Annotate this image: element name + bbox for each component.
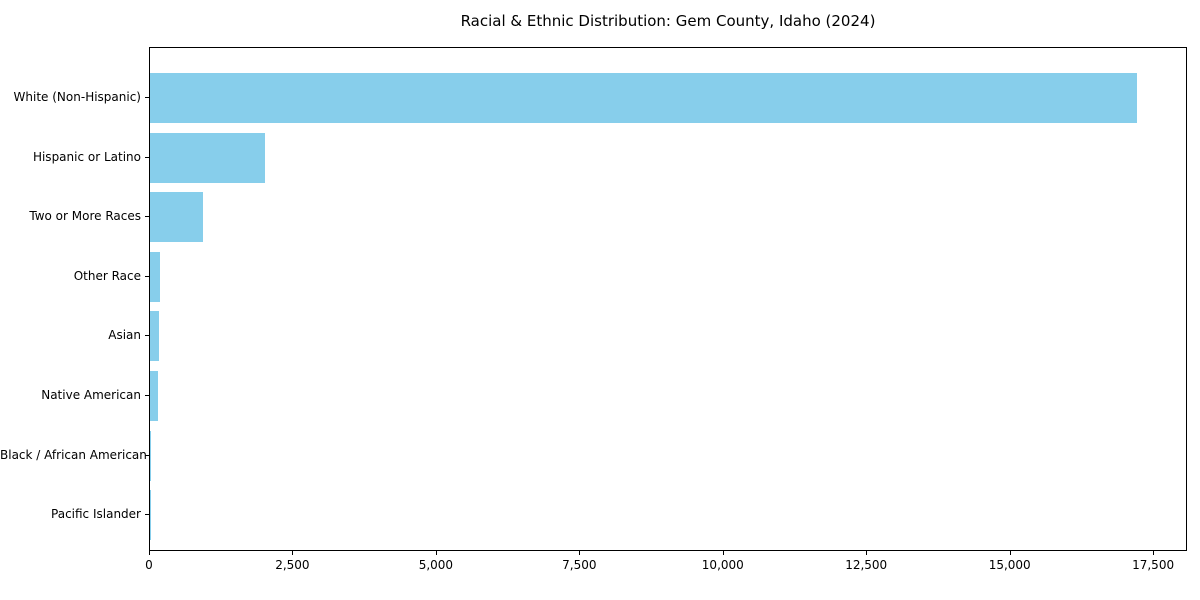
- y-tick-label: Hispanic or Latino: [32, 149, 141, 164]
- y-tick-mark: [145, 395, 149, 396]
- bar: [150, 490, 151, 541]
- x-tick-label: 17,500: [1132, 558, 1175, 572]
- y-tick-label: Other Race: [73, 268, 141, 283]
- x-tick-label: 0: [145, 558, 153, 572]
- bar: [150, 371, 159, 421]
- y-tick-label: Black / African American: [0, 447, 147, 462]
- x-tick-label: 5,000: [418, 558, 454, 572]
- chart-title: Racial & Ethnic Distribution: Gem County…: [460, 12, 876, 30]
- bar: [150, 430, 152, 481]
- x-tick-mark: [149, 551, 150, 555]
- bar: [150, 311, 160, 362]
- x-tick-mark: [1009, 551, 1011, 555]
- y-tick-mark: [145, 216, 149, 218]
- y-tick-label: Asian: [108, 328, 141, 343]
- y-tick-mark: [145, 335, 149, 337]
- x-tick-mark: [579, 551, 581, 555]
- x-tick-label: 12,500: [845, 558, 888, 572]
- x-tick-label: 15,000: [988, 558, 1031, 572]
- y-tick-mark: [145, 514, 149, 516]
- bar: [150, 132, 265, 183]
- x-tick-mark: [722, 551, 724, 555]
- y-tick-mark: [145, 454, 149, 456]
- x-tick-mark: [866, 551, 868, 555]
- bar: [150, 192, 204, 243]
- x-tick-mark: [435, 551, 437, 555]
- y-tick-label: Two or More Races: [29, 209, 141, 224]
- y-tick-label: Pacific Islander: [51, 507, 141, 522]
- x-tick-label: 2,500: [275, 558, 310, 572]
- y-tick-mark: [145, 97, 149, 98]
- y-tick-mark: [145, 156, 149, 158]
- x-tick-mark: [1153, 551, 1155, 555]
- x-tick-label: 7,500: [562, 558, 597, 572]
- plot-area: [149, 47, 1187, 551]
- y-tick-mark: [145, 275, 149, 277]
- x-tick-label: 10,000: [701, 558, 744, 572]
- y-tick-label: White (Non-Hispanic): [13, 90, 141, 104]
- y-tick-label: Native American: [41, 388, 141, 402]
- x-tick-mark: [292, 551, 294, 555]
- bar: [150, 73, 1137, 123]
- bar: [150, 251, 160, 302]
